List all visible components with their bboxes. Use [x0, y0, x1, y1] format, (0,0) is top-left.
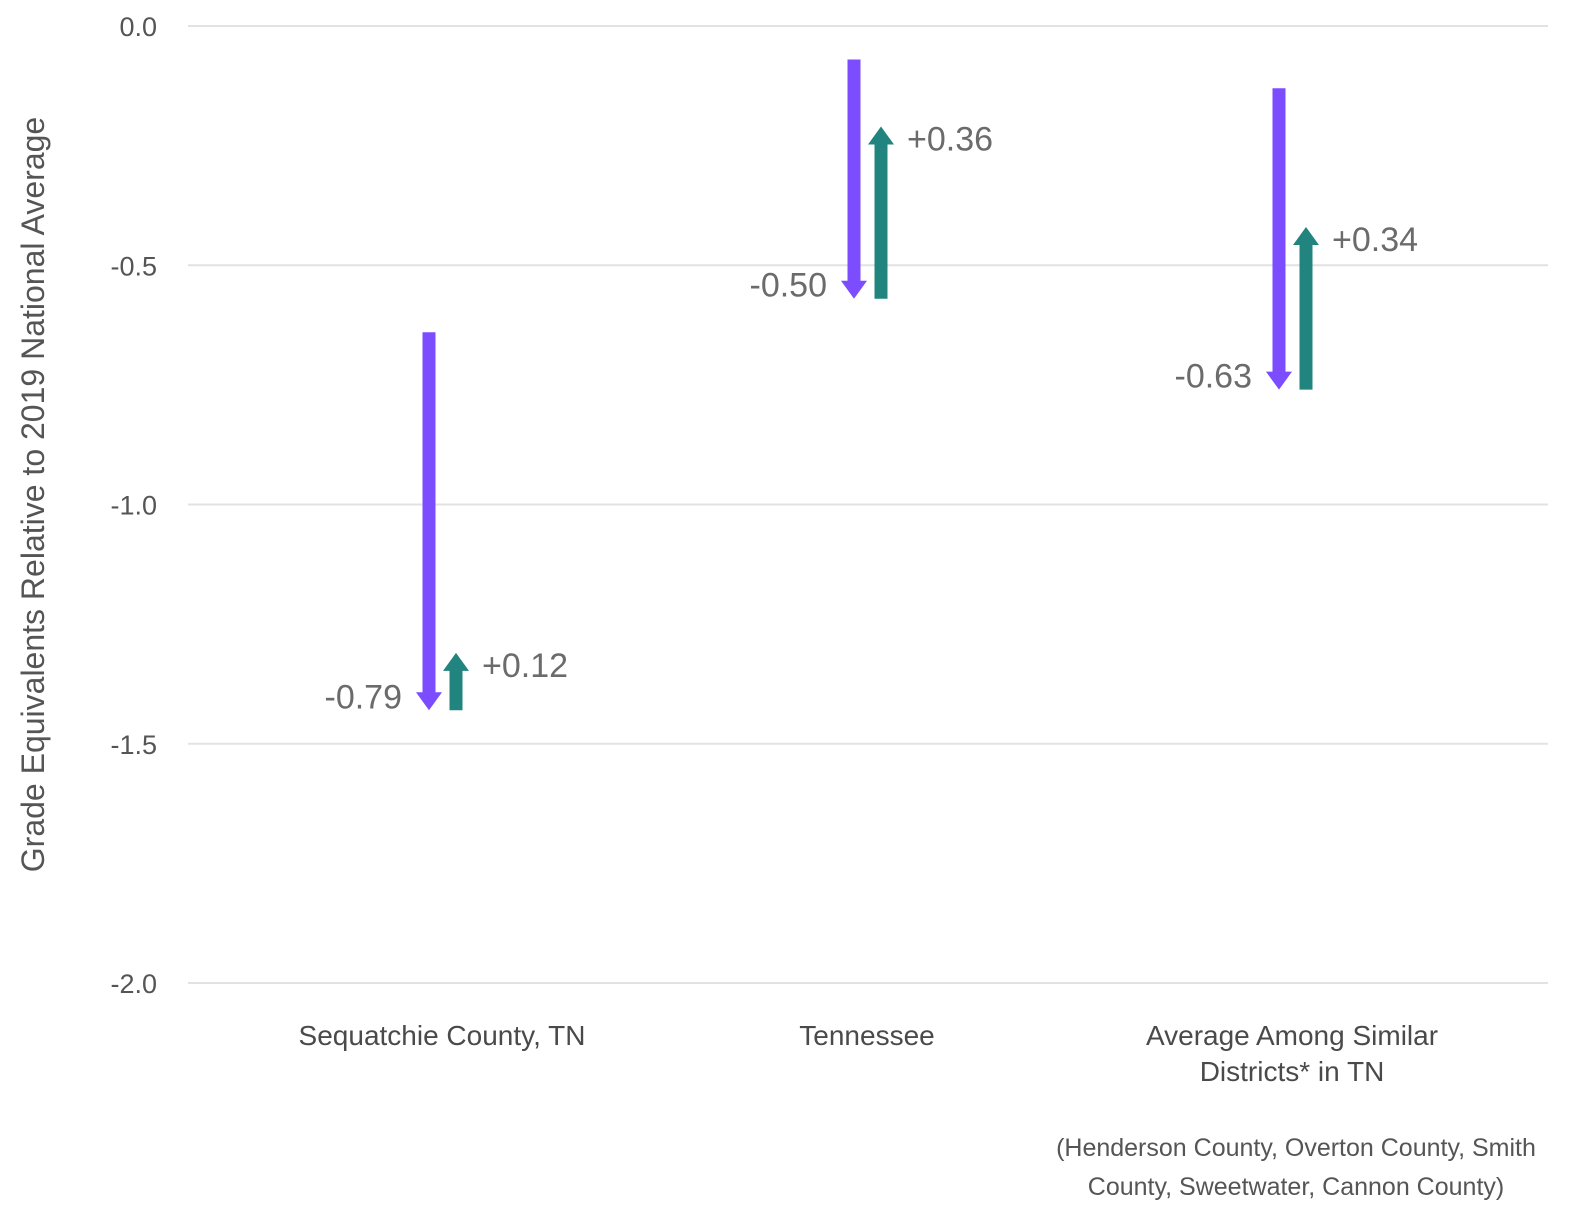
recovery-value-label: +0.36 — [907, 120, 993, 158]
category-label: Average Among Similar — [1146, 1020, 1438, 1051]
value-labels: -0.79 -0.50 -0.63 +0.12 +0.36 +0.34 — [325, 120, 1419, 716]
recovery-arrow — [443, 652, 469, 711]
arrows — [416, 59, 1319, 711]
recovery-value-label: +0.12 — [482, 647, 568, 685]
y-tick-label: -1.0 — [110, 491, 157, 521]
y-tick-label: -1.5 — [110, 730, 157, 760]
category-labels: Sequatchie County, TN Tennessee Average Am… — [299, 1020, 1438, 1087]
category-label: Districts* in TN — [1200, 1056, 1385, 1087]
footnote-line: County, Sweetwater, Cannon County) — [1088, 1173, 1504, 1201]
y-tick-label: 0.0 — [119, 12, 157, 42]
footnote: (Henderson County, Overton County, Smith… — [1056, 1134, 1536, 1201]
y-axis-title: Grade Equivalents Relative to 2019 Natio… — [15, 117, 51, 872]
footnote-line: (Henderson County, Overton County, Smith — [1056, 1134, 1536, 1162]
decline-value-label: -0.79 — [325, 678, 403, 716]
y-tick-label: -0.5 — [110, 251, 157, 281]
decline-value-label: -0.50 — [750, 267, 828, 305]
category-label: Tennessee — [799, 1020, 934, 1051]
y-axis-ticks: 0.0 -0.5 -1.0 -1.5 -2.0 — [110, 12, 157, 999]
category-label: Sequatchie County, TN — [299, 1020, 586, 1051]
grid-lines — [188, 25, 1548, 984]
recovery-arrow — [1293, 226, 1319, 390]
recovery-value-label: +0.34 — [1332, 221, 1418, 259]
decline-arrow — [416, 332, 442, 711]
decline-value-label: -0.63 — [1175, 358, 1253, 396]
decline-arrow — [841, 59, 867, 299]
decline-arrow — [1266, 88, 1292, 390]
y-tick-label: -2.0 — [110, 969, 157, 999]
recovery-arrow — [868, 126, 894, 299]
